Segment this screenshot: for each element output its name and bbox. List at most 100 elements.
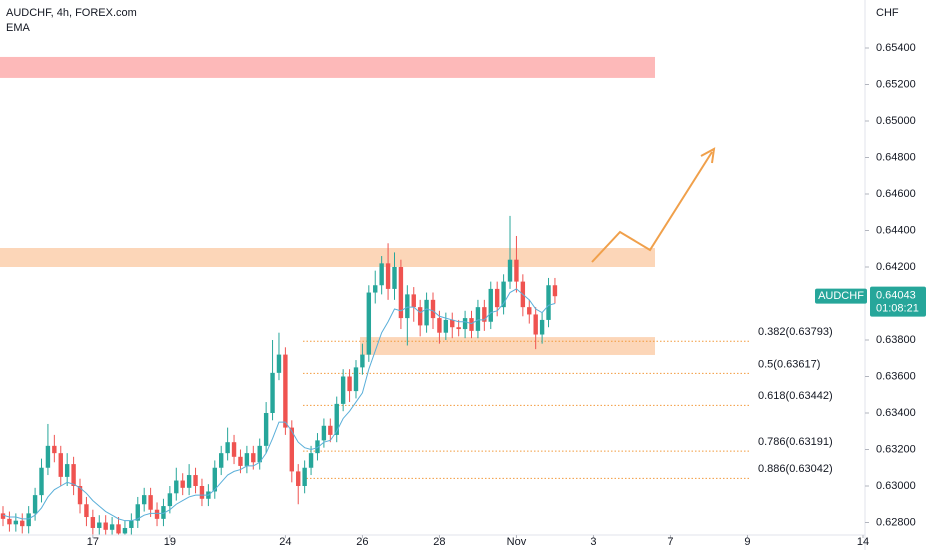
candle-body <box>257 445 262 463</box>
candle-body <box>527 307 532 315</box>
candle-body <box>340 376 346 404</box>
candle-body <box>174 480 179 494</box>
x-tick-label: 7 <box>667 536 673 548</box>
candle-body <box>385 263 391 289</box>
candle-body <box>494 288 500 308</box>
candle-body <box>231 442 237 457</box>
candle-body <box>417 307 423 326</box>
candle-body <box>276 354 282 373</box>
candle-body <box>97 522 102 528</box>
x-tick-label: 14 <box>857 536 869 548</box>
candle-body <box>199 486 205 499</box>
candle-body <box>148 495 153 510</box>
fib-label: 0.618(0.63442) <box>758 390 833 402</box>
candle-body <box>13 520 19 525</box>
candle-body <box>167 493 173 507</box>
candle-body <box>308 453 314 468</box>
symbol-badge <box>815 288 867 304</box>
x-tick-label: 26 <box>356 536 368 548</box>
y-tick-label: 0.63800 <box>876 334 916 346</box>
candle-body <box>424 299 429 326</box>
y-tick-label: 0.63000 <box>876 480 916 492</box>
candle-body <box>135 504 140 521</box>
candle-body <box>225 442 230 454</box>
candle-body <box>64 464 70 477</box>
indicator-name: EMA <box>6 22 31 34</box>
candle-body <box>501 281 506 308</box>
projection-arrow <box>591 151 713 263</box>
ema-line <box>2 288 556 522</box>
candle-body <box>379 263 384 286</box>
candle-body <box>129 520 134 528</box>
y-tick-label: 0.64600 <box>876 188 916 200</box>
candle-body <box>411 294 416 308</box>
x-tick-label: Nov <box>507 536 527 548</box>
candle-body <box>533 314 538 335</box>
candle-body <box>373 285 378 293</box>
candle-body <box>514 259 519 282</box>
y-tick-label: 0.63600 <box>876 370 916 382</box>
y-tick-label: 0.63200 <box>876 443 916 455</box>
x-tick-label: 17 <box>87 536 99 548</box>
candle-body <box>116 524 121 534</box>
candle-body <box>296 471 301 486</box>
candle-body <box>141 495 147 505</box>
candle-body <box>270 372 275 413</box>
fib-label: 0.886(0.63042) <box>758 463 833 475</box>
fib-label: 0.5(0.63617) <box>758 358 820 370</box>
zone <box>360 337 655 355</box>
candle-body <box>475 307 481 331</box>
zone <box>0 248 655 267</box>
candle-body <box>251 453 256 463</box>
candle-body <box>84 504 89 518</box>
candle-body <box>238 456 243 466</box>
candle-body <box>366 292 372 355</box>
chart-title: AUDCHF, 4h, FOREX.com <box>6 7 137 19</box>
candle-body <box>334 403 339 435</box>
candle-body <box>20 520 25 527</box>
candle-body <box>443 319 449 333</box>
candle-body <box>507 259 513 282</box>
candle-body <box>546 285 551 320</box>
x-tick-label: 3 <box>590 536 596 548</box>
y-tick-label: 0.64800 <box>876 151 916 163</box>
candle-body <box>180 480 185 488</box>
currency-label: CHF <box>876 7 899 19</box>
candle-body <box>193 475 198 486</box>
y-tick-label: 0.62800 <box>876 516 916 528</box>
price-label: 0.64043 <box>876 290 916 302</box>
zone <box>0 56 655 78</box>
candle-body <box>469 318 474 331</box>
candle-body <box>90 517 96 528</box>
y-tick-label: 0.65200 <box>876 78 916 90</box>
x-tick-label: 28 <box>433 536 445 548</box>
candle-body <box>488 288 493 322</box>
candle-body <box>186 475 192 488</box>
candle-body <box>552 285 558 297</box>
x-tick-label: 24 <box>279 536 291 548</box>
candle-body <box>430 299 436 319</box>
candle-body <box>103 522 108 530</box>
candle-body <box>392 267 397 289</box>
x-tick-label: 9 <box>744 536 750 548</box>
candle-body <box>52 445 57 454</box>
x-tick-label: 19 <box>164 536 176 548</box>
candle-body <box>405 294 410 319</box>
candle-body <box>347 376 352 392</box>
candle-body <box>315 440 320 454</box>
candle-body <box>7 518 12 525</box>
candle-body <box>263 413 269 446</box>
candle-body <box>71 464 76 486</box>
candle-body <box>328 425 333 435</box>
candle-body <box>39 467 44 496</box>
candle-body <box>219 453 224 468</box>
candle-body <box>360 354 365 368</box>
candle-body <box>154 509 160 519</box>
candle-body <box>398 267 404 319</box>
y-tick-label: 0.65000 <box>876 115 916 127</box>
fib-label: 0.382(0.63793) <box>758 326 833 338</box>
candle-body <box>122 527 128 534</box>
candle-body <box>58 453 63 477</box>
arrow-head <box>700 147 716 164</box>
